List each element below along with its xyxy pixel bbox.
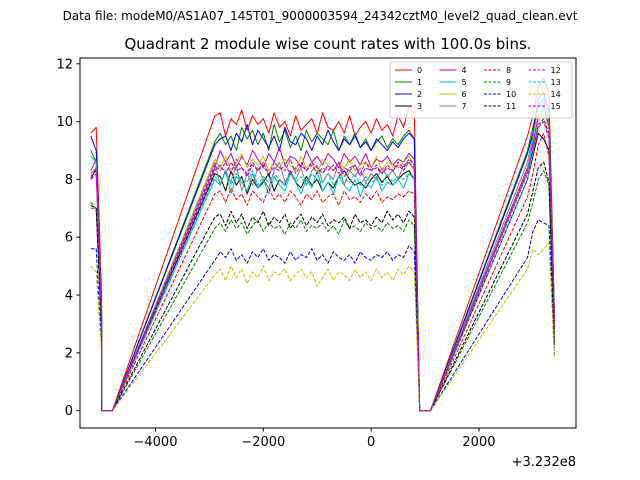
y-tick-label: 4 (65, 289, 73, 304)
legend-label-6: 6 (462, 90, 467, 99)
series-line-10 (90, 219, 555, 412)
legend-label-7: 7 (462, 102, 467, 111)
y-tick-label: 0 (65, 404, 73, 419)
y-tick-label: 10 (56, 115, 73, 130)
legend-label-10: 10 (506, 90, 516, 99)
x-tick-label: 2000 (462, 435, 495, 450)
legend-label-15: 15 (551, 102, 561, 111)
legend-label-4: 4 (462, 66, 467, 75)
legend-label-5: 5 (462, 78, 467, 87)
series-line-12 (90, 121, 555, 412)
legend-label-14: 14 (551, 90, 561, 99)
legend-frame (389, 61, 573, 119)
x-tick-label: −4000 (133, 435, 177, 450)
y-tick-label: 6 (65, 231, 73, 246)
legend-label-0: 0 (417, 66, 422, 75)
legend-label-12: 12 (551, 66, 561, 75)
legend-label-13: 13 (551, 78, 561, 87)
legend-label-2: 2 (417, 90, 422, 99)
series-line-15 (90, 118, 555, 412)
series-line-9 (90, 170, 555, 412)
y-tick-label: 2 (65, 346, 73, 361)
chart-suptitle: Data file: modeM0/AS1A07_145T01_90000035… (63, 9, 578, 23)
x-offset-label: +3.232e8 (512, 455, 576, 470)
x-tick-label: 0 (367, 435, 375, 450)
legend-label-1: 1 (417, 78, 422, 87)
x-tick-label: −2000 (241, 435, 285, 450)
plot-lines (90, 77, 555, 412)
plot-frame (79, 57, 577, 429)
legend-label-9: 9 (506, 78, 511, 87)
series-line-14 (90, 242, 555, 412)
series-line-11 (90, 161, 555, 412)
legend-label-8: 8 (506, 66, 511, 75)
y-tick-label: 12 (56, 57, 73, 72)
legend-label-11: 11 (506, 102, 516, 111)
y-tick-label: 8 (65, 173, 73, 188)
legend-label-3: 3 (417, 102, 422, 111)
chart-title: Quadrant 2 module wise count rates with … (124, 35, 531, 53)
series-line-13 (90, 118, 555, 412)
